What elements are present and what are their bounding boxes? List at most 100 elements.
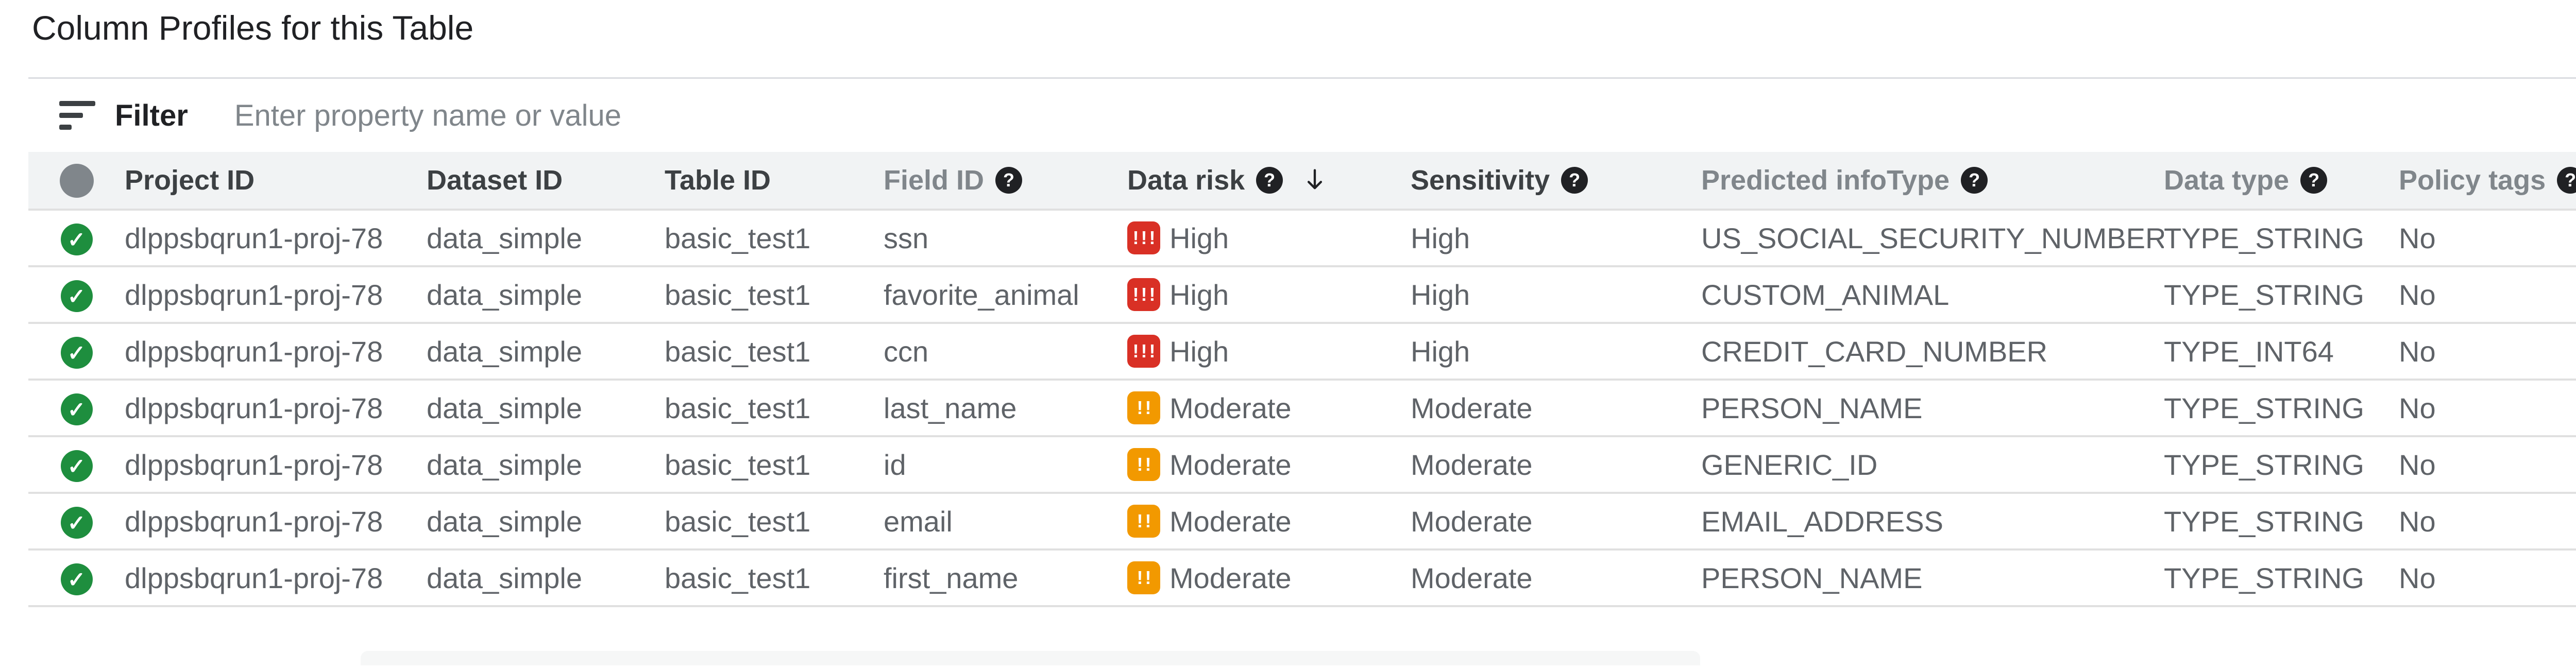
- success-check-icon: ✓: [61, 393, 93, 425]
- help-icon[interactable]: ?: [2300, 167, 2327, 194]
- column-header-status: [28, 152, 125, 210]
- field-id-cell: id: [884, 436, 1127, 493]
- risk-level-icon: !!: [1127, 391, 1160, 424]
- data-type-cell: TYPE_STRING: [2164, 210, 2399, 266]
- column-header-policy-tags[interactable]: Policy tags?: [2399, 152, 2576, 210]
- column-header-data-type[interactable]: Data type?: [2164, 152, 2399, 210]
- data-type-cell: TYPE_STRING: [2164, 380, 2399, 436]
- horizontal-scrollbar[interactable]: [361, 651, 1700, 665]
- dataset-id-cell: data_simple: [427, 493, 665, 549]
- data-risk-cell: !! Moderate: [1127, 380, 1411, 436]
- project-id-cell: dlppsbqrun1-proj-78: [125, 323, 427, 380]
- table-id-cell: basic_test1: [665, 266, 884, 323]
- row-status-cell: ✓: [28, 266, 125, 323]
- success-check-icon: ✓: [61, 563, 93, 595]
- data-type-cell: TYPE_STRING: [2164, 266, 2399, 323]
- filter-bar[interactable]: Filter ?: [28, 79, 2576, 152]
- row-status-cell: ✓: [28, 493, 125, 549]
- sort-descending-icon[interactable]: [1301, 167, 1328, 194]
- row-status-cell: ✓: [28, 549, 125, 606]
- column-header-table-id[interactable]: Table ID: [665, 152, 884, 210]
- filter-input[interactable]: [234, 98, 1471, 133]
- column-header-dataset-id[interactable]: Dataset ID: [427, 152, 665, 210]
- table-row: ✓ dlppsbqrun1-proj-78 data_simple basic_…: [28, 266, 2576, 323]
- project-id-cell: dlppsbqrun1-proj-78: [125, 436, 427, 493]
- risk-level-label: High: [1170, 221, 1229, 255]
- table-row: ✓ dlppsbqrun1-proj-78 data_simple basic_…: [28, 549, 2576, 606]
- data-risk-cell: !!! High: [1127, 323, 1411, 380]
- policy-tags-cell: No: [2399, 266, 2576, 323]
- table-row: ✓ dlppsbqrun1-proj-78 data_simple basic_…: [28, 210, 2576, 266]
- data-type-cell: TYPE_STRING: [2164, 493, 2399, 549]
- page-title: Column Profiles for this Table: [32, 8, 473, 47]
- column-profiles-table: Project ID Dataset ID Table ID Field ID?…: [28, 152, 2576, 607]
- help-icon[interactable]: ?: [2557, 167, 2576, 194]
- table-row: ✓ dlppsbqrun1-proj-78 data_simple basic_…: [28, 380, 2576, 436]
- sensitivity-cell: Moderate: [1411, 549, 1701, 606]
- dataset-id-cell: data_simple: [427, 323, 665, 380]
- data-risk-cell: !! Moderate: [1127, 436, 1411, 493]
- success-check-icon: ✓: [61, 450, 93, 482]
- sensitivity-cell: High: [1411, 210, 1701, 266]
- table-row: ✓ dlppsbqrun1-proj-78 data_simple basic_…: [28, 436, 2576, 493]
- sensitivity-cell: High: [1411, 266, 1701, 323]
- policy-tags-cell: No: [2399, 493, 2576, 549]
- row-status-cell: ✓: [28, 380, 125, 436]
- risk-level-icon: !!: [1127, 561, 1160, 594]
- column-header-predicted-infotype[interactable]: Predicted infoType?: [1701, 152, 2164, 210]
- help-icon[interactable]: ?: [1961, 167, 1988, 194]
- help-icon[interactable]: ?: [1256, 167, 1283, 194]
- dataset-id-cell: data_simple: [427, 436, 665, 493]
- row-status-cell: ✓: [28, 210, 125, 266]
- policy-tags-cell: No: [2399, 323, 2576, 380]
- policy-tags-cell: No: [2399, 210, 2576, 266]
- success-check-icon: ✓: [61, 337, 93, 369]
- risk-level-label: Moderate: [1170, 505, 1292, 538]
- data-type-cell: TYPE_STRING: [2164, 549, 2399, 606]
- field-id-cell: email: [884, 493, 1127, 549]
- project-id-cell: dlppsbqrun1-proj-78: [125, 210, 427, 266]
- sensitivity-cell: Moderate: [1411, 493, 1701, 549]
- field-id-cell: last_name: [884, 380, 1127, 436]
- table-row: ✓ dlppsbqrun1-proj-78 data_simple basic_…: [28, 323, 2576, 380]
- row-status-cell: ✓: [28, 436, 125, 493]
- filter-list-icon: [59, 101, 95, 130]
- risk-level-label: Moderate: [1170, 391, 1292, 425]
- column-header-sensitivity[interactable]: Sensitivity?: [1411, 152, 1701, 210]
- table-id-cell: basic_test1: [665, 380, 884, 436]
- policy-tags-cell: No: [2399, 436, 2576, 493]
- column-profiles-card: Filter ? Project ID Dataset ID Table ID …: [28, 77, 2576, 670]
- risk-level-icon: !!!: [1127, 335, 1160, 368]
- predicted-infotype-cell: US_SOCIAL_SECURITY_NUMBER: [1701, 210, 2164, 266]
- filter-label: Filter: [115, 98, 188, 133]
- column-header-data-risk[interactable]: Data risk?: [1127, 152, 1411, 210]
- table-id-cell: basic_test1: [665, 549, 884, 606]
- success-check-icon: ✓: [61, 280, 93, 312]
- table-id-cell: basic_test1: [665, 493, 884, 549]
- table-row: ✓ dlppsbqrun1-proj-78 data_simple basic_…: [28, 493, 2576, 549]
- help-icon[interactable]: ?: [1561, 167, 1588, 194]
- sensitivity-cell: High: [1411, 323, 1701, 380]
- sensitivity-cell: Moderate: [1411, 436, 1701, 493]
- risk-level-icon: !!: [1127, 505, 1160, 538]
- help-icon[interactable]: ?: [995, 167, 1022, 194]
- risk-level-label: High: [1170, 278, 1229, 312]
- predicted-infotype-cell: CREDIT_CARD_NUMBER: [1701, 323, 2164, 380]
- risk-level-icon: !!!: [1127, 278, 1160, 311]
- policy-tags-cell: No: [2399, 380, 2576, 436]
- column-header-field-id[interactable]: Field ID?: [884, 152, 1127, 210]
- table-id-cell: basic_test1: [665, 323, 884, 380]
- field-id-cell: ccn: [884, 323, 1127, 380]
- table-id-cell: basic_test1: [665, 210, 884, 266]
- project-id-cell: dlppsbqrun1-proj-78: [125, 493, 427, 549]
- row-status-cell: ✓: [28, 323, 125, 380]
- risk-level-label: High: [1170, 335, 1229, 368]
- column-header-project-id[interactable]: Project ID: [125, 152, 427, 210]
- table-header-row: Project ID Dataset ID Table ID Field ID?…: [28, 152, 2576, 210]
- dataset-id-cell: data_simple: [427, 380, 665, 436]
- policy-tags-cell: No: [2399, 549, 2576, 606]
- dataset-id-cell: data_simple: [427, 549, 665, 606]
- project-id-cell: dlppsbqrun1-proj-78: [125, 266, 427, 323]
- predicted-infotype-cell: GENERIC_ID: [1701, 436, 2164, 493]
- risk-level-label: Moderate: [1170, 448, 1292, 482]
